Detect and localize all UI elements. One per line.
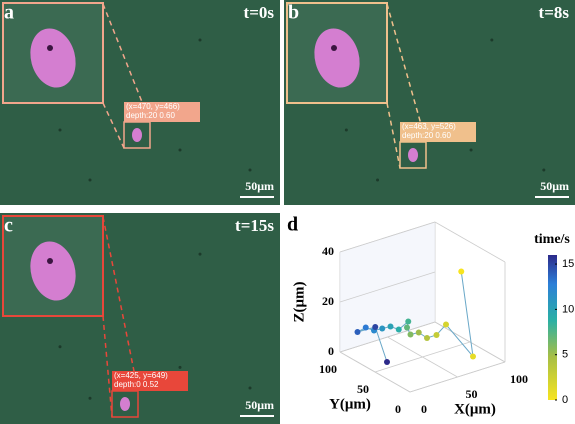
point xyxy=(384,359,390,365)
y-tick-label: 100 xyxy=(319,362,337,376)
depth: depth:20 0.60 xyxy=(402,131,451,140)
point xyxy=(362,324,369,331)
panel-label: a xyxy=(4,2,14,24)
speck xyxy=(198,252,202,256)
grid-line xyxy=(339,221,436,253)
point xyxy=(443,321,449,328)
speck xyxy=(178,365,182,369)
dashed-line xyxy=(386,3,427,143)
cell xyxy=(120,397,130,411)
speck xyxy=(88,178,92,182)
scale-bar-label: 50μm xyxy=(245,398,274,412)
speck xyxy=(178,148,182,152)
time: t=15s xyxy=(235,216,274,235)
colorbar-tick-label: 15 xyxy=(562,258,574,270)
annotation-box xyxy=(124,102,200,122)
box-edge xyxy=(434,221,506,263)
speck xyxy=(58,345,62,349)
nucleus xyxy=(47,45,53,51)
speck xyxy=(88,396,92,400)
panel-label: d xyxy=(287,214,298,236)
point xyxy=(395,326,402,333)
colorbar-tick-label: 5 xyxy=(562,349,568,361)
grid-line xyxy=(339,271,436,303)
speck xyxy=(248,386,252,390)
scale-bar-label: 50μm xyxy=(245,179,274,193)
colorbar-title: time/s xyxy=(534,232,570,247)
coords: (x=425, y=649) xyxy=(114,371,168,380)
x-tick-label: 100 xyxy=(510,372,528,386)
z-tick-label: 20 xyxy=(322,294,334,308)
cell-zoom xyxy=(314,28,360,88)
point xyxy=(387,323,394,330)
coords: (x=470, y=466) xyxy=(126,102,180,111)
point xyxy=(372,324,379,330)
point xyxy=(415,329,422,336)
speck xyxy=(376,178,380,182)
nucleus xyxy=(47,258,53,264)
depth: depth:20 0.60 xyxy=(126,111,175,120)
x-tick-label: 50 xyxy=(466,387,478,401)
dashed-line xyxy=(102,3,151,123)
time: t=0s xyxy=(244,3,275,22)
z-tick-label: 0 xyxy=(328,344,334,358)
speck xyxy=(469,148,473,152)
scale-bar-label: 50μm xyxy=(540,179,569,193)
colorbar-tick-label: 10 xyxy=(562,303,574,315)
speck xyxy=(248,168,252,172)
point xyxy=(424,335,430,341)
y-tick-label: 50 xyxy=(357,382,369,396)
dashed-line xyxy=(102,216,139,392)
speck xyxy=(198,38,202,42)
cell xyxy=(132,128,142,142)
nucleus xyxy=(331,45,337,51)
speck xyxy=(542,168,546,172)
z-axis-title: Z(μm) xyxy=(291,282,307,323)
point xyxy=(458,268,465,275)
x-tick-label: 0 xyxy=(421,402,427,416)
cell-zoom xyxy=(30,241,76,301)
micrograph-panel: (x=470, y=466)depth:20 0.60 a t=0s 50μm xyxy=(0,0,280,205)
point xyxy=(354,329,361,335)
colorbar-tick-label: 0 xyxy=(562,394,568,406)
point xyxy=(404,324,410,331)
point xyxy=(405,318,412,325)
point xyxy=(433,332,440,338)
point xyxy=(379,325,386,332)
speck xyxy=(344,128,348,132)
x-axis-title: X(μm) xyxy=(454,401,496,417)
y-tick-label: 0 xyxy=(395,402,401,416)
point xyxy=(407,331,414,338)
grid-line xyxy=(409,361,506,393)
grid-line xyxy=(374,341,471,373)
coords: (x=463, y=526) xyxy=(402,122,456,131)
depth: depth:0 0.52 xyxy=(114,380,159,389)
micrograph-panel: (x=463, y=526)depth:20 0.60 b t=8s 50μm xyxy=(284,0,575,205)
point xyxy=(470,353,476,360)
panel-label: b xyxy=(288,2,299,24)
micrograph-panel: (x=425, y=649)depth:0 0.52 c t=15s 50μm xyxy=(0,213,280,424)
annotation-box xyxy=(112,371,188,391)
panel-label: c xyxy=(4,215,13,237)
time: t=8s xyxy=(539,3,570,22)
grid-line xyxy=(339,321,436,353)
cell-zoom xyxy=(30,28,76,88)
dashed-line xyxy=(102,315,113,418)
speck xyxy=(490,38,494,42)
colorbar xyxy=(548,255,557,400)
z-tick-label: 40 xyxy=(322,244,334,258)
cell xyxy=(408,148,418,162)
y-axis-title: Y(μm) xyxy=(329,396,371,412)
annotation-box xyxy=(400,122,476,142)
speck xyxy=(58,128,62,132)
dashed-line xyxy=(386,102,401,169)
